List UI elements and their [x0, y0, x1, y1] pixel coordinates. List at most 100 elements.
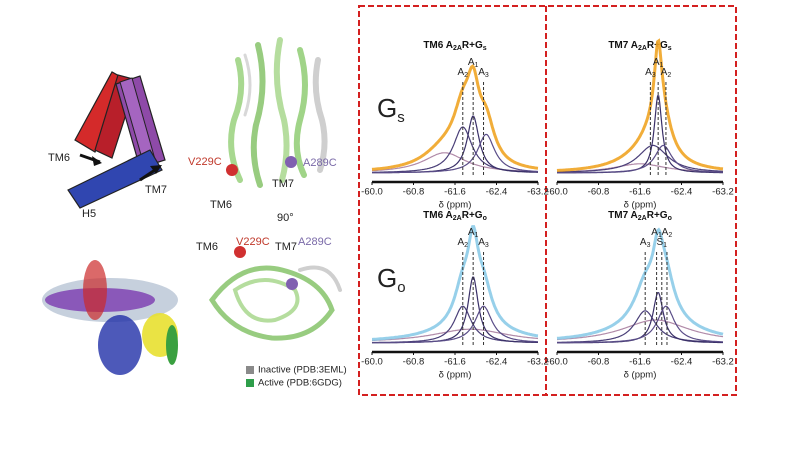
spectrum-fit: [371, 64, 539, 171]
x-tick-label: -61.6: [629, 187, 651, 198]
x-tick-label: -63.2: [527, 357, 549, 368]
peak-label: A1: [653, 57, 664, 69]
peak-label-sub: 3: [485, 242, 489, 249]
panel-title-sub: s: [483, 45, 487, 52]
peak-label: A1: [468, 227, 479, 239]
x-tick-label: -60.0: [546, 357, 568, 368]
fit-component: [372, 133, 538, 174]
x-tick-label: -62.4: [486, 357, 508, 368]
frame: [358, 5, 737, 396]
peak-label: A2: [662, 227, 673, 239]
fit-component: [372, 305, 538, 344]
panel-title: TM7 A2AR+Go: [608, 210, 672, 222]
x-tick-label: -63.2: [712, 187, 734, 198]
spectrum-fit: [372, 225, 539, 341]
peak-label-sub: 2: [667, 72, 671, 79]
peak-label-sub: 1: [660, 62, 664, 69]
panel-title-part: R+G: [647, 210, 668, 221]
legend-swatch: [246, 379, 254, 387]
panel-title-sub: s: [668, 45, 672, 52]
row-label-main: G: [377, 263, 397, 293]
peak-label: A3: [478, 67, 489, 79]
peak-label-sub: 3: [652, 72, 656, 79]
helix-label: H5: [82, 208, 96, 220]
panel-title-part: TM6 A: [423, 210, 453, 221]
x-tick-label: -60.0: [361, 187, 383, 198]
panel-title-part: R+G: [462, 210, 483, 221]
helix-cartoon: [67, 71, 166, 209]
peak-label-sub: 2: [464, 242, 468, 249]
peak-label-part: A: [651, 227, 658, 238]
structure-label: TM6: [196, 241, 218, 253]
row-label: Go: [377, 263, 406, 296]
panel-title-part: R+G: [462, 40, 483, 51]
fit-component: [557, 144, 723, 174]
peak-label: A3: [645, 67, 656, 79]
peak-label: A3: [478, 237, 489, 249]
panel-title-sub: o: [668, 215, 672, 222]
peak-label-part: A: [653, 57, 660, 68]
peak-label-sub: 1: [658, 232, 662, 239]
x-tick-label: -61.6: [444, 187, 466, 198]
legend-swatch: [246, 366, 254, 374]
x-tick-label: -60.8: [588, 187, 610, 198]
panel-title-sub: 2A: [453, 215, 462, 222]
panel-title: TM6 A2AR+Gs: [423, 40, 486, 52]
x-tick-label: -60.8: [403, 187, 425, 198]
x-tick-label: -62.4: [486, 187, 508, 198]
complex-cartoon: [42, 260, 178, 375]
fit-component: [557, 144, 724, 173]
residue-marker: [226, 164, 238, 176]
peak-label-part: A: [645, 67, 652, 78]
legend-label: Active (PDB:6GDG): [258, 378, 342, 389]
x-axis-label: δ (ppm): [439, 370, 472, 381]
row-label-main: G: [377, 93, 397, 123]
peak-label: A3: [640, 237, 651, 249]
row-label: Gs: [377, 93, 405, 126]
structure-label: A289C: [298, 236, 332, 248]
legend-label: Inactive (PDB:3EML): [258, 365, 347, 376]
structure-label: TM6: [210, 199, 232, 211]
peak-label-sub: 3: [647, 242, 651, 249]
peak-label-sub: 1: [663, 242, 667, 249]
spectrum-fit: [556, 227, 724, 340]
x-tick-label: -60.0: [546, 187, 568, 198]
structure-label: V229C: [188, 156, 222, 168]
x-tick-label: -60.8: [588, 357, 610, 368]
x-tick-label: -62.4: [671, 357, 693, 368]
peak-label-part: S: [656, 237, 663, 248]
peak-label: A2: [661, 67, 672, 79]
residue-marker: [286, 278, 298, 290]
peak-label-part: A: [457, 67, 464, 78]
receptor-structure: [208, 37, 342, 341]
peak-label-sub: 2: [668, 232, 672, 239]
fit-component: [371, 328, 539, 342]
peak-label: A1: [468, 57, 479, 69]
peak-label-sub: 1: [475, 232, 479, 239]
structure-label: 90°: [277, 212, 294, 224]
x-tick-label: -63.2: [527, 187, 549, 198]
fit-component: [557, 319, 724, 341]
peak-label-sub: 3: [485, 72, 489, 79]
x-axis-label: δ (ppm): [439, 200, 472, 211]
peak-label-sub: 2: [464, 72, 468, 79]
structure-label: A289C: [303, 157, 337, 169]
panel-title: TM6 A2AR+Go: [423, 210, 487, 222]
peak-label-part: A: [478, 67, 485, 78]
x-tick-label: -60.8: [403, 357, 425, 368]
x-tick-label: -61.6: [629, 357, 651, 368]
peak-label: S1: [656, 237, 667, 249]
panel-title-sub: 2A: [638, 215, 647, 222]
peak-label: A2: [457, 67, 468, 79]
structure-label: TM7: [272, 178, 294, 190]
helix-label: TM7: [145, 184, 167, 196]
peak-label-part: A: [478, 237, 485, 248]
fit-component: [557, 310, 723, 343]
structure-label: V229C: [236, 236, 270, 248]
spectrum-fit: [556, 38, 724, 172]
peak-label: A2: [457, 237, 468, 249]
peak-label-part: A: [468, 227, 475, 238]
panel-title-sub: 2A: [453, 45, 462, 52]
panel-title-part: TM6 A: [423, 40, 453, 51]
